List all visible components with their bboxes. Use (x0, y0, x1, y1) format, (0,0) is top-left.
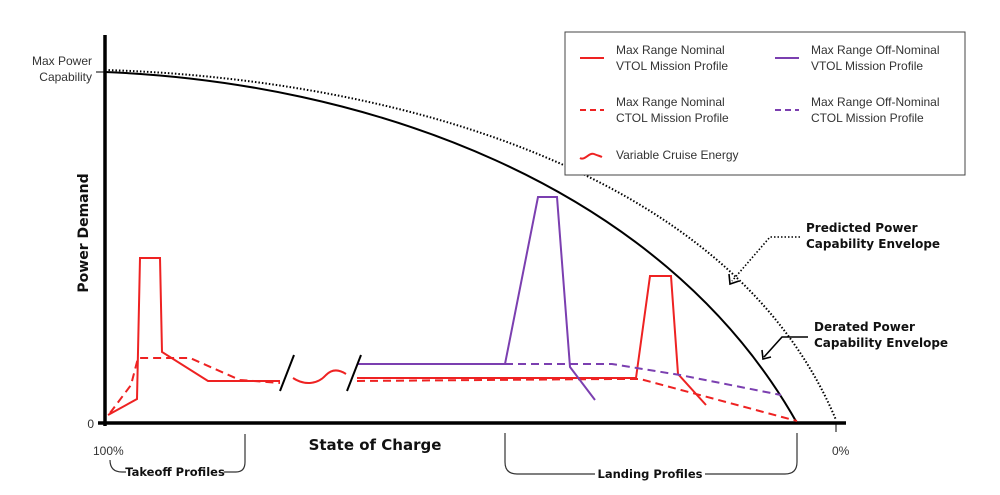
predicted-capability-envelope (104, 69, 837, 421)
legend-item: Variable Cruise Energy (579, 148, 739, 162)
legend-label-line1: Max Range Nominal (616, 43, 725, 57)
y-tick-max-line1: Max Power (32, 54, 92, 68)
legend-label-line2: CTOL Mission Profile (811, 111, 924, 125)
legend-label-line1: Max Range Off-Nominal (811, 43, 940, 57)
nominal-vtol-landing-line (357, 275, 707, 406)
x-axis-label: State of Charge (309, 436, 442, 454)
predicted-arrowhead-icon (728, 273, 740, 286)
axis-break-right (346, 354, 362, 392)
legend-label-line2: CTOL Mission Profile (616, 111, 729, 125)
derated-arrowhead-icon (761, 349, 772, 360)
predicted-label-line1: Predicted Power (806, 221, 918, 235)
y-tick-max-line2: Capability (39, 70, 92, 84)
derated-label-line2: Capability Envelope (814, 336, 948, 350)
takeoff-bracket (109, 434, 246, 473)
landing-bracket (504, 433, 798, 475)
takeoff-label: Takeoff Profiles (125, 465, 225, 479)
nominal-ctol-takeoff-line (109, 357, 281, 414)
predicted-leader-line (731, 236, 800, 282)
derated-label-line1: Derated Power (814, 320, 915, 334)
x-tick-start: 100% (93, 444, 124, 458)
legend-item: Max Range Off-Nominal VTOL Mission Profil… (775, 43, 940, 73)
legend-label-line1: Variable Cruise Energy (616, 148, 739, 162)
legend-label-line2: VTOL Mission Profile (811, 59, 923, 73)
legend-item: Max Range Off-Nominal CTOL Mission Profil… (775, 95, 940, 125)
predicted-label-line2: Capability Envelope (806, 237, 940, 251)
legend-item: Max Range Nominal VTOL Mission Profile (580, 43, 728, 73)
legend-label-line1: Max Range Nominal (616, 95, 725, 109)
legend-label-line2: VTOL Mission Profile (616, 59, 728, 73)
x-tick-end: 0% (832, 444, 850, 458)
derated-capability-envelope (104, 71, 798, 424)
legend-label-line1: Max Range Off-Nominal (811, 95, 940, 109)
nominal-vtol-takeoff-line (107, 257, 280, 416)
offnominal-vtol-landing-line (357, 196, 596, 401)
variable-cruise-energy-curve (292, 369, 347, 384)
y-tick-zero: 0 (87, 417, 94, 431)
derated-leader-line (763, 336, 808, 358)
axis-break-left (279, 354, 295, 392)
legend-item: Max Range Nominal CTOL Mission Profile (580, 95, 729, 125)
landing-label: Landing Profiles (598, 467, 703, 481)
nominal-ctol-landing-line (356, 378, 798, 422)
y-axis-label: Power Demand (76, 173, 92, 292)
offnominal-ctol-landing-line (505, 363, 782, 396)
legend-swatch-wavy (579, 152, 603, 160)
